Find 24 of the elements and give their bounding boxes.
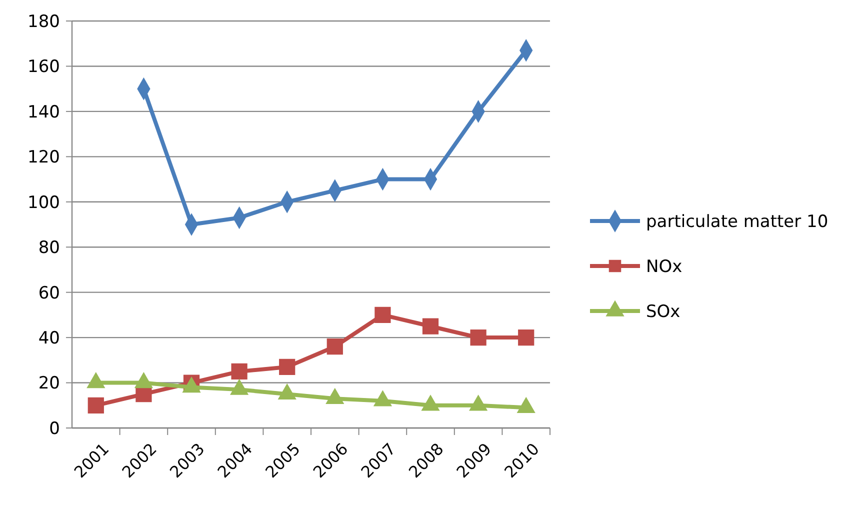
point	[326, 388, 344, 404]
y-tick-label: 100	[28, 192, 60, 213]
y-tick-label: 40	[38, 328, 60, 349]
y-tick-label: 120	[28, 148, 60, 168]
point	[278, 383, 296, 400]
legend-label: particulate matter 10	[646, 212, 828, 232]
point	[468, 394, 488, 411]
point	[86, 372, 106, 388]
y-tick-label: 0	[49, 418, 60, 439]
point	[421, 394, 440, 411]
point	[373, 390, 392, 406]
y-tick-label: 140	[28, 102, 60, 122]
point	[374, 306, 391, 324]
point	[422, 318, 439, 334]
y-tick-label: 180	[28, 12, 60, 32]
point	[134, 372, 154, 388]
y-tick-label: 60	[38, 283, 60, 304]
y-tick-label: 80	[38, 238, 60, 258]
point	[516, 396, 536, 414]
y-tick-label: 160	[28, 57, 60, 78]
legend-label: NOx	[646, 256, 682, 277]
y-tick-label: 20	[38, 374, 60, 394]
legend-label: SOx	[646, 302, 680, 322]
point	[230, 378, 249, 395]
